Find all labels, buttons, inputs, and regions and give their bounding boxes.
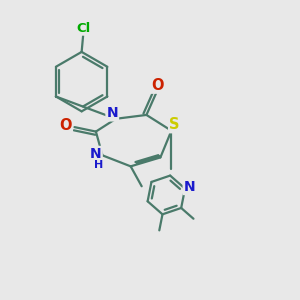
Text: H: H (94, 160, 104, 170)
Text: Cl: Cl (76, 22, 90, 34)
Text: N: N (90, 147, 102, 161)
Text: S: S (169, 117, 180, 132)
Text: N: N (184, 180, 195, 194)
Text: O: O (59, 118, 72, 133)
Text: N: N (106, 106, 118, 120)
Text: O: O (151, 78, 164, 93)
